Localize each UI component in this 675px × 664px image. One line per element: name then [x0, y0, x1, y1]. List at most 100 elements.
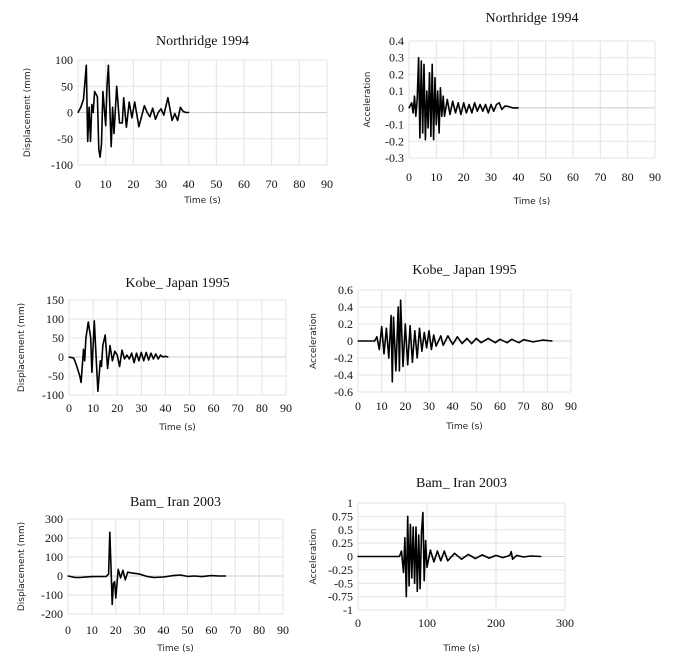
data-point: [540, 555, 542, 558]
chart-title: Northridge 1994: [486, 11, 579, 26]
x-tick-label: 20: [458, 170, 470, 184]
data-point: [532, 341, 534, 343]
data-point: [143, 105, 145, 107]
data-point: [85, 64, 87, 66]
data-point: [418, 534, 420, 536]
data-point: [523, 556, 525, 558]
data-point: [104, 334, 106, 336]
data-point: [79, 375, 81, 377]
data-point: [388, 357, 390, 359]
x-tick-label: 60: [238, 177, 250, 191]
y-tick-label: -50: [57, 132, 73, 146]
data-point: [411, 577, 413, 579]
data-point: [182, 110, 184, 113]
data-point: [440, 560, 442, 562]
data-point: [456, 336, 458, 338]
y-axis-label: Displacement (mm): [17, 303, 27, 392]
data-point: [436, 550, 438, 552]
data-point: [149, 116, 151, 118]
x-tick-label: 20: [399, 399, 411, 413]
data-point: [135, 352, 138, 354]
data-point: [428, 72, 431, 74]
data-point: [113, 132, 115, 135]
data-point: [400, 299, 402, 301]
data-point: [167, 97, 169, 99]
data-point: [152, 107, 154, 109]
data-point: [91, 371, 93, 373]
x-tick-label: 0: [406, 170, 412, 184]
data-point: [89, 140, 92, 142]
series-line: [77, 64, 189, 158]
data-point: [418, 327, 421, 329]
data-point: [91, 575, 93, 578]
data-point: [428, 330, 430, 332]
x-tick-label: 0: [65, 623, 71, 637]
data-point: [509, 554, 511, 557]
y-tick-label: 0.4: [389, 34, 404, 48]
data-point: [408, 585, 410, 587]
data-point: [153, 576, 155, 579]
x-axis-label: Time (s): [445, 422, 483, 432]
data-point: [128, 101, 130, 103]
data-point: [179, 106, 181, 108]
data-point: [405, 596, 407, 598]
data-point: [381, 325, 383, 328]
data-point: [443, 115, 446, 117]
data-point: [475, 337, 477, 340]
y-tick-label: 0: [67, 106, 73, 120]
data-point: [427, 127, 429, 129]
data-point: [415, 526, 417, 528]
chart-title: Northridge 1994: [156, 34, 249, 49]
data-point: [102, 345, 104, 347]
data-point: [376, 336, 378, 338]
data-point: [454, 112, 457, 114]
data-point: [433, 334, 435, 336]
data-point: [426, 90, 428, 92]
y-tick-label: -100: [41, 588, 63, 602]
data-point: [162, 356, 164, 358]
data-point: [105, 575, 107, 577]
y-axis-label: Displacement (mm): [17, 522, 27, 611]
data-point: [509, 106, 511, 108]
data-point: [131, 572, 134, 574]
y-tick-label: 0.2: [338, 317, 353, 331]
data-point: [157, 111, 159, 114]
data-point: [102, 90, 104, 93]
data-point: [177, 119, 179, 121]
data-point: [395, 370, 397, 372]
data-point: [152, 358, 154, 360]
data-point: [80, 381, 82, 384]
chart-panel-4: Kobe_ Japan 1995 -0.6 -0.4 -0.2 0 0.2 0.4 0.6 0 1…: [309, 263, 577, 432]
data-point: [476, 110, 478, 112]
data-point: [94, 90, 96, 93]
data-point: [446, 98, 448, 101]
data-point: [409, 523, 412, 526]
data-point: [460, 113, 462, 116]
data-point: [174, 112, 176, 115]
data-point: [433, 561, 435, 563]
data-point: [460, 558, 463, 560]
data-point: [186, 575, 189, 577]
x-tick-label: 80: [256, 401, 268, 415]
data-point: [419, 588, 421, 590]
x-tick-label: 80: [293, 177, 305, 191]
data-point: [474, 102, 476, 104]
y-tick-label: 300: [45, 512, 63, 526]
data-point: [154, 118, 157, 120]
x-tick-label: 10: [86, 623, 98, 637]
data-point: [493, 110, 495, 112]
data-point: [443, 550, 445, 552]
data-point: [93, 320, 95, 322]
y-tick-label: -0.25: [328, 563, 353, 577]
data-point: [160, 108, 162, 110]
data-point: [422, 132, 424, 134]
data-point: [73, 357, 75, 359]
x-tick-label: 20: [111, 401, 123, 415]
y-tick-label: 0: [347, 334, 353, 348]
data-point: [421, 350, 423, 352]
data-point: [100, 365, 103, 368]
data-point: [512, 107, 514, 109]
data-point: [68, 356, 70, 358]
data-point: [411, 361, 414, 363]
data-point: [114, 350, 116, 352]
